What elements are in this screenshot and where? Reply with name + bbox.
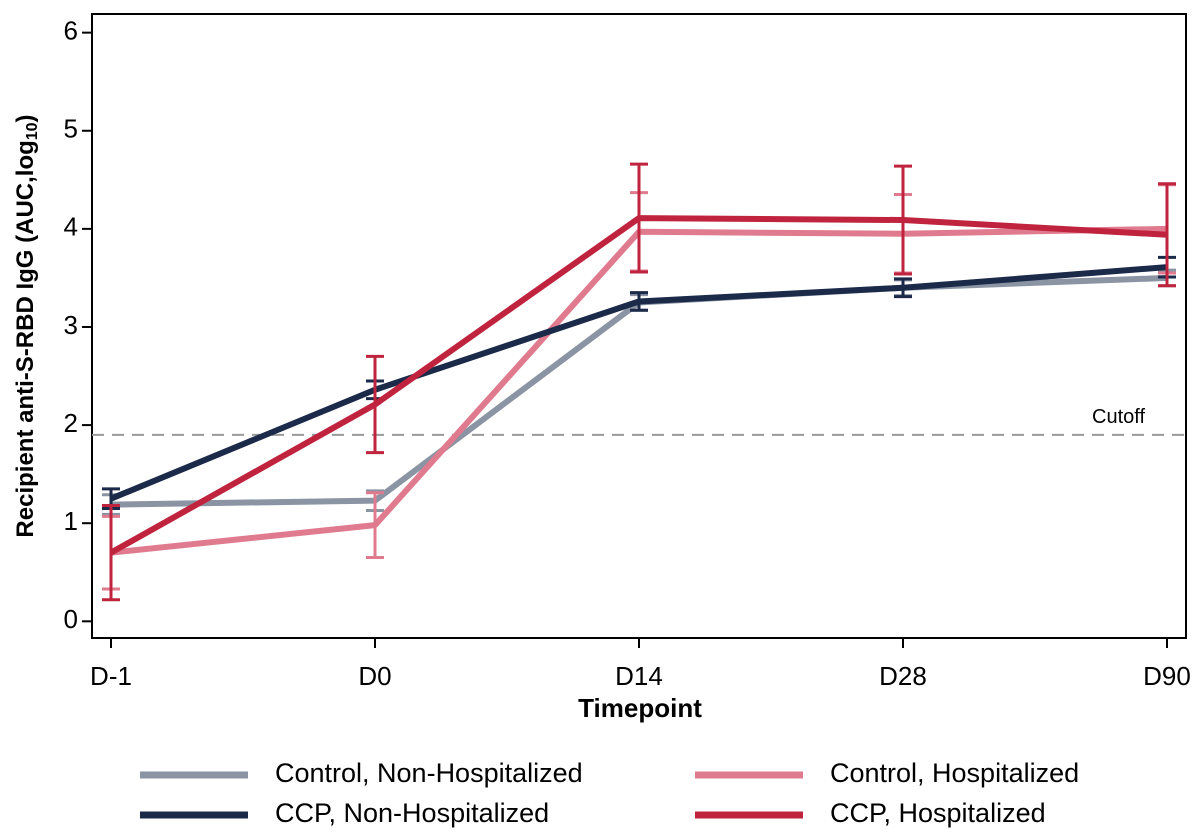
y-axis-label: Recipient anti-S-RBD IgG (AUC,log10) <box>12 114 41 537</box>
legend-label: Control, Non-Hospitalized <box>275 758 583 788</box>
y-tick-label: 3 <box>64 310 78 340</box>
y-tick-label: 2 <box>64 408 78 438</box>
y-axis-label-text: Recipient anti-S-RBD IgG (AUC,log <box>12 140 39 537</box>
y-tick-label: 0 <box>64 604 78 634</box>
x-tick-label: D0 <box>358 661 391 691</box>
x-axis-label: Timepoint <box>578 693 702 723</box>
series-line <box>109 264 1168 502</box>
legend-label: Control, Hospitalized <box>830 758 1079 788</box>
y-tick-label: 4 <box>64 212 78 242</box>
x-tick-label: D28 <box>879 661 927 691</box>
x-tick-label: D14 <box>615 661 663 691</box>
cutoff-label: Cutoff <box>1092 406 1145 428</box>
legend-label: CCP, Non-Hospitalized <box>275 798 549 828</box>
y-tick-label: 5 <box>64 114 78 144</box>
x-tick-label: D-1 <box>90 661 132 691</box>
y-axis-label-suffix: ) <box>12 114 39 122</box>
series-line <box>109 215 1168 556</box>
legend-label: CCP, Hospitalized <box>830 798 1046 828</box>
y-tick-label: 6 <box>64 16 78 46</box>
y-tick-label: 1 <box>64 506 78 536</box>
series-line <box>110 274 1168 508</box>
plot-frame <box>91 13 1187 639</box>
y-axis-label-subscript: 10 <box>24 122 41 140</box>
x-tick-label: D90 <box>1143 661 1191 691</box>
